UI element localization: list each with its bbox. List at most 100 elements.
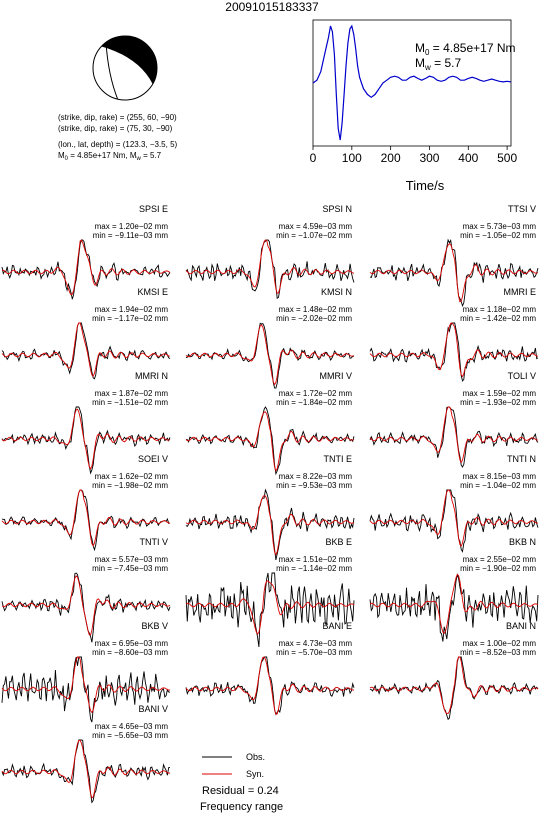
- max-amplitude-label: max = 4.59e−03 mm: [279, 222, 353, 231]
- observed-waveform: [369, 238, 539, 308]
- synthetic-waveform: [185, 239, 355, 294]
- synthetic-waveform: [369, 243, 539, 303]
- min-amplitude-label: min = −1.14e−02 mm: [276, 564, 352, 573]
- legend-syn-label: Syn.: [246, 769, 264, 779]
- observed-waveform: [1, 572, 171, 643]
- observed-waveform: [185, 572, 355, 648]
- max-amplitude-label: max = 4.73e−03 mm: [279, 639, 353, 648]
- station-label: KMSI E: [137, 287, 168, 297]
- stf-x-axis: 0 100 200 300 400 500: [310, 146, 517, 165]
- synthetic-waveform: [369, 573, 539, 635]
- max-amplitude-label: max = 1.87e−02 mm: [95, 389, 169, 398]
- synthetic-waveform: [185, 580, 355, 635]
- observed-waveform: [1, 739, 170, 804]
- observed-waveform: [369, 406, 539, 468]
- max-amplitude-label: max = 1.18e−02 mm: [463, 305, 537, 314]
- station-label: KMSI N: [321, 287, 352, 297]
- synthetic-waveform: [185, 411, 355, 472]
- beachball: [92, 35, 158, 101]
- observed-waveform: [185, 488, 355, 560]
- station-label: BKB E: [325, 537, 352, 547]
- station-label: BANI V: [138, 704, 168, 714]
- observed-waveform: [369, 489, 539, 553]
- event-moment: M0 = 4.85e+17 Nm, Mw = 5.7: [58, 151, 162, 162]
- station-label: MMRI V: [320, 371, 353, 381]
- observed-waveform: [185, 656, 355, 716]
- min-amplitude-label: min = −1.51e−02 mm: [92, 398, 168, 407]
- synthetic-waveform: [185, 656, 355, 715]
- legend: Obs. Syn. Residual = 0.24 Frequency rang…: [200, 752, 283, 813]
- stf-x-axis-label: Time/s: [406, 178, 445, 193]
- station-label: BKB V: [141, 621, 168, 631]
- min-amplitude-label: min = −1.98e−02 mm: [92, 481, 168, 490]
- min-amplitude-label: min = −5.65e−03 mm: [92, 731, 168, 740]
- max-amplitude-label: max = 1.62e−02 mm: [95, 472, 169, 481]
- min-amplitude-label: min = −9.53e−03 mm: [276, 481, 352, 490]
- synthetic-waveform: [1, 322, 171, 377]
- min-amplitude-label: min = −8.52e−03 mm: [460, 648, 536, 657]
- synthetic-waveform: [1, 739, 171, 799]
- stf-x-tick-label: 200: [381, 151, 401, 165]
- min-amplitude-label: min = −1.04e−02 mm: [460, 481, 536, 490]
- synthetic-waveform: [185, 494, 355, 556]
- synthetic-waveform: [369, 322, 539, 378]
- observed-waveform: [369, 322, 539, 382]
- min-amplitude-label: min = −1.05e−02 mm: [460, 231, 536, 240]
- synthetic-waveform: [1, 656, 171, 714]
- stf-mw-label: Mw = 5.7: [415, 56, 461, 72]
- min-amplitude-label: min = −1.42e−02 mm: [460, 314, 536, 323]
- max-amplitude-label: max = 1.20e−02 mm: [95, 222, 169, 231]
- stf-x-tick-label: 300: [419, 151, 439, 165]
- station-label: BKB N: [509, 537, 536, 547]
- stf-x-tick-label: 100: [342, 151, 362, 165]
- station-label: BANI N: [506, 621, 536, 631]
- min-amplitude-label: min = −9.11e−03 mm: [93, 231, 169, 240]
- min-amplitude-label: min = −2.02e−02 mm: [276, 314, 352, 323]
- station-label: MMRI E: [504, 287, 537, 297]
- stf-frame: [312, 19, 512, 147]
- observed-waveform: [369, 572, 539, 642]
- synthetic-waveform: [1, 408, 171, 470]
- synthetic-waveform: [369, 406, 539, 464]
- max-amplitude-label: max = 1.94e−02 mm: [95, 305, 169, 314]
- station-label: SPSI E: [139, 204, 168, 214]
- observed-waveform: [1, 322, 171, 380]
- synthetic-waveform: [1, 575, 171, 636]
- max-amplitude-label: max = 1.59e−02 mm: [463, 389, 537, 398]
- max-amplitude-label: max = 5.57e−03 mm: [95, 555, 169, 564]
- min-amplitude-label: min = −1.17e−02 mm: [92, 314, 168, 323]
- min-amplitude-label: min = −1.90e−02 mm: [460, 564, 536, 573]
- station-label: TNTI E: [324, 454, 353, 464]
- max-amplitude-label: max = 1.00e−02 mm: [463, 639, 537, 648]
- nodal-plane-2: (strike, dip, rake) = (75, 30, −90): [58, 124, 173, 133]
- min-amplitude-label: min = −5.70e−03 mm: [276, 648, 352, 657]
- stf-series-line: [312, 24, 512, 141]
- max-amplitude-label: max = 5.73e−03 mm: [463, 222, 537, 231]
- max-amplitude-label: max = 1.72e−02 mm: [279, 389, 353, 398]
- residual-label: Residual = 0.24: [202, 785, 279, 797]
- station-label: TOLI V: [508, 371, 536, 381]
- synthetic-waveform: [1, 489, 171, 547]
- observed-waveform: [185, 239, 355, 299]
- min-amplitude-label: min = −7.45e−03 mm: [92, 564, 168, 573]
- stf-m0-label: M0 = 4.85e+17 Nm: [415, 41, 516, 57]
- stf-x-tick-label: 400: [458, 151, 478, 165]
- observed-waveform: [369, 656, 539, 721]
